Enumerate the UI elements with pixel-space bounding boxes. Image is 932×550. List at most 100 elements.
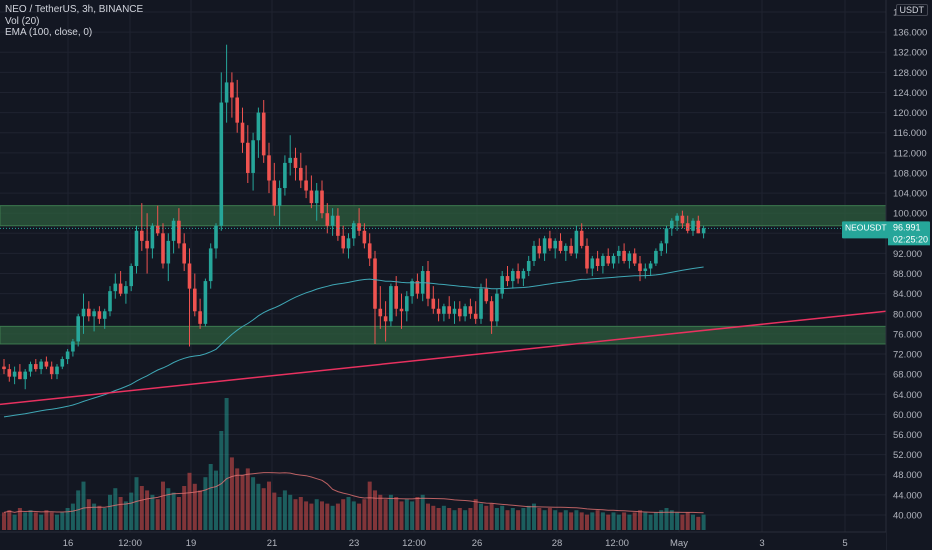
candle-body	[320, 190, 324, 214]
candle-body	[314, 190, 319, 204]
time-axis[interactable]: 16 12:00 19 21 23 12:00 26 28 12:00 May 3 5	[0, 531, 886, 550]
candle-body	[166, 240, 171, 264]
volume-bar	[267, 481, 271, 530]
volume-bar	[685, 512, 690, 530]
volume-bar	[569, 512, 574, 530]
candle-body	[145, 240, 149, 249]
volume-bar	[129, 492, 134, 530]
candle-body	[590, 258, 595, 269]
candle-body	[521, 271, 526, 279]
volume-bar	[420, 494, 425, 530]
candle-body	[648, 263, 653, 269]
price-axis[interactable]: 140.000136.000132.000128.000124.000120.0…	[885, 0, 932, 550]
indicator-lines	[0, 227, 887, 418]
volume-bar	[203, 477, 208, 530]
volume-bar	[145, 490, 150, 530]
candle-body	[65, 351, 70, 360]
volume-bar	[410, 501, 415, 530]
volume-bar	[309, 503, 314, 530]
candle-body	[336, 215, 340, 236]
volume-bar	[431, 505, 436, 530]
zone-rect	[0, 325, 887, 345]
volume-bar	[526, 505, 531, 530]
candle-body	[341, 235, 345, 249]
candle-body	[452, 308, 457, 314]
candle-body	[208, 248, 213, 282]
volume-bar	[479, 503, 483, 530]
volume-bar	[155, 499, 160, 530]
volume-bar	[245, 468, 250, 530]
volume-bar	[675, 512, 680, 530]
price-tick-label: 104.000	[893, 189, 927, 200]
candle-body	[495, 293, 499, 322]
currency-badge[interactable]: USDT	[895, 4, 928, 16]
volume-bar	[600, 512, 605, 530]
candle-body	[346, 238, 351, 249]
volume-bar	[701, 514, 706, 530]
volume-bar	[452, 510, 457, 530]
price-tick-label: 80.000	[893, 309, 922, 320]
candle-body	[113, 283, 118, 292]
candle-body	[680, 215, 685, 224]
volume-bar	[590, 512, 595, 530]
candle-body	[463, 306, 467, 317]
volume-bar	[65, 508, 70, 530]
candle-body	[579, 230, 584, 246]
volume-bar	[648, 514, 653, 530]
candle-body	[198, 311, 202, 324]
price-tick-label: 60.000	[893, 410, 922, 421]
candle-body	[251, 140, 255, 173]
candle-body	[447, 306, 451, 314]
ema-indicator-label[interactable]: EMA (100, close, 0)	[5, 27, 93, 38]
volume-bar	[532, 503, 536, 530]
volume-bar	[394, 497, 399, 530]
volume-bar	[277, 497, 282, 530]
volume-bar	[325, 503, 330, 530]
volume-bar	[166, 488, 171, 530]
candle-body	[378, 308, 383, 317]
last-price-symbol: NEOUSDT	[845, 222, 887, 232]
candle-body	[224, 82, 229, 103]
price-tick-label: 52.000	[893, 450, 922, 461]
volume-bar	[351, 501, 356, 530]
candle-body	[627, 253, 632, 261]
volume-bar	[314, 499, 319, 530]
candle-body	[161, 233, 165, 264]
candle-body	[240, 122, 245, 143]
price-tick-label: 40.000	[893, 510, 922, 521]
candle-body	[261, 112, 266, 156]
candle-body	[39, 361, 43, 370]
volume-bar	[251, 477, 256, 530]
candle-body	[654, 250, 658, 264]
price-tick-label: 84.000	[893, 289, 922, 300]
candle-body	[643, 268, 648, 272]
volume-bar	[659, 510, 664, 530]
volume-bar	[176, 497, 181, 530]
candle-body	[426, 271, 430, 299]
candle-body	[532, 245, 536, 261]
symbol-title[interactable]: NEO / TetherUS, 3h, BINANCE	[5, 4, 144, 15]
price-tick-label: 132.000	[893, 48, 927, 59]
volume-bar	[182, 486, 187, 530]
volume-bar	[426, 503, 430, 530]
volume-indicator-label[interactable]: Vol (20)	[5, 15, 40, 27]
volume-bar	[7, 510, 12, 530]
volume-bar	[547, 508, 552, 530]
volume-bar	[436, 508, 441, 530]
volume-bar	[643, 512, 648, 530]
volume-bar	[261, 488, 266, 530]
volume-bar	[505, 510, 510, 530]
volume-bar	[335, 503, 340, 530]
volume-bar	[494, 508, 499, 530]
candle-body	[124, 286, 128, 294]
price-tick-label: 92.000	[893, 249, 922, 260]
candle-body	[436, 308, 441, 314]
candle-body	[246, 142, 250, 173]
price-tick-label: 120.000	[893, 108, 927, 119]
time-tick-label: 12:00	[402, 538, 426, 549]
candle-body	[357, 223, 361, 231]
time-tick-label: 23	[349, 538, 360, 549]
candle-body	[405, 296, 409, 312]
volume-bar	[288, 494, 293, 530]
